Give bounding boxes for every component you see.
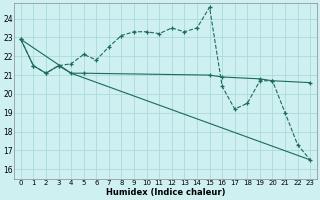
X-axis label: Humidex (Indice chaleur): Humidex (Indice chaleur) [106, 188, 225, 197]
